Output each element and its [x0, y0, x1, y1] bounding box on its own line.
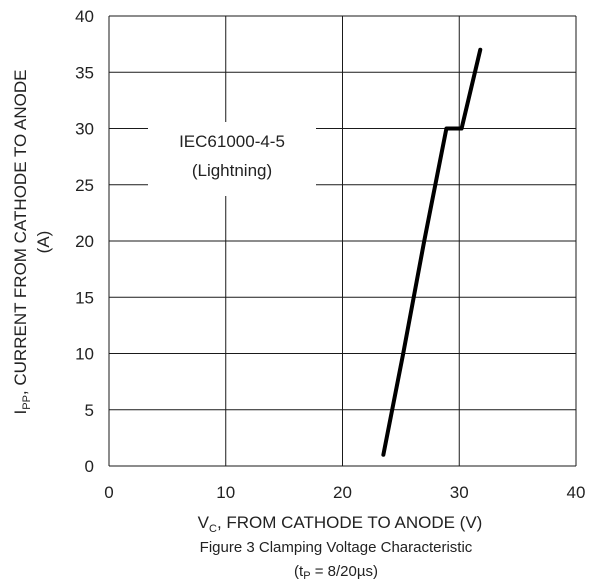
y-tick-label: 15 — [75, 288, 94, 307]
annotation-line2: (Lightning) — [192, 161, 272, 180]
x-tick-label: 0 — [104, 483, 113, 502]
y-tick-label: 20 — [75, 232, 94, 251]
y-tick-label: 40 — [75, 7, 94, 26]
series-layer — [381, 47, 483, 457]
figure-caption: Figure 3 Clamping Voltage Characteristic — [200, 539, 473, 556]
tick-labels: 0 5 10 15 20 25 30 35 40 0 10 20 30 40 — [75, 7, 585, 502]
y-axis-label-unit: (A) — [34, 231, 53, 254]
y-tick-label: 25 — [75, 176, 94, 195]
x-tick-label: 30 — [450, 483, 469, 502]
annotation-line1: IEC61000-4-5 — [179, 132, 285, 151]
x-axis-label: VC, FROM CATHODE TO ANODE (V) — [198, 513, 483, 535]
y-tick-label: 10 — [75, 345, 94, 364]
y-tick-label: 30 — [75, 120, 94, 139]
annotation-background — [148, 122, 316, 196]
x-tick-label: 20 — [333, 483, 352, 502]
x-tick-label: 10 — [216, 483, 235, 502]
figure-caption-condition: (tP = 8/20µs) — [294, 563, 378, 582]
x-tick-label: 40 — [567, 483, 586, 502]
y-tick-label: 35 — [75, 63, 94, 82]
grid — [108, 15, 577, 467]
series-line — [381, 47, 483, 457]
y-tick-label: 0 — [85, 457, 94, 476]
y-axis-label: IPP, CURRENT FROM CATHODE TO ANODE — [11, 70, 33, 415]
y-tick-label: 5 — [85, 401, 94, 420]
